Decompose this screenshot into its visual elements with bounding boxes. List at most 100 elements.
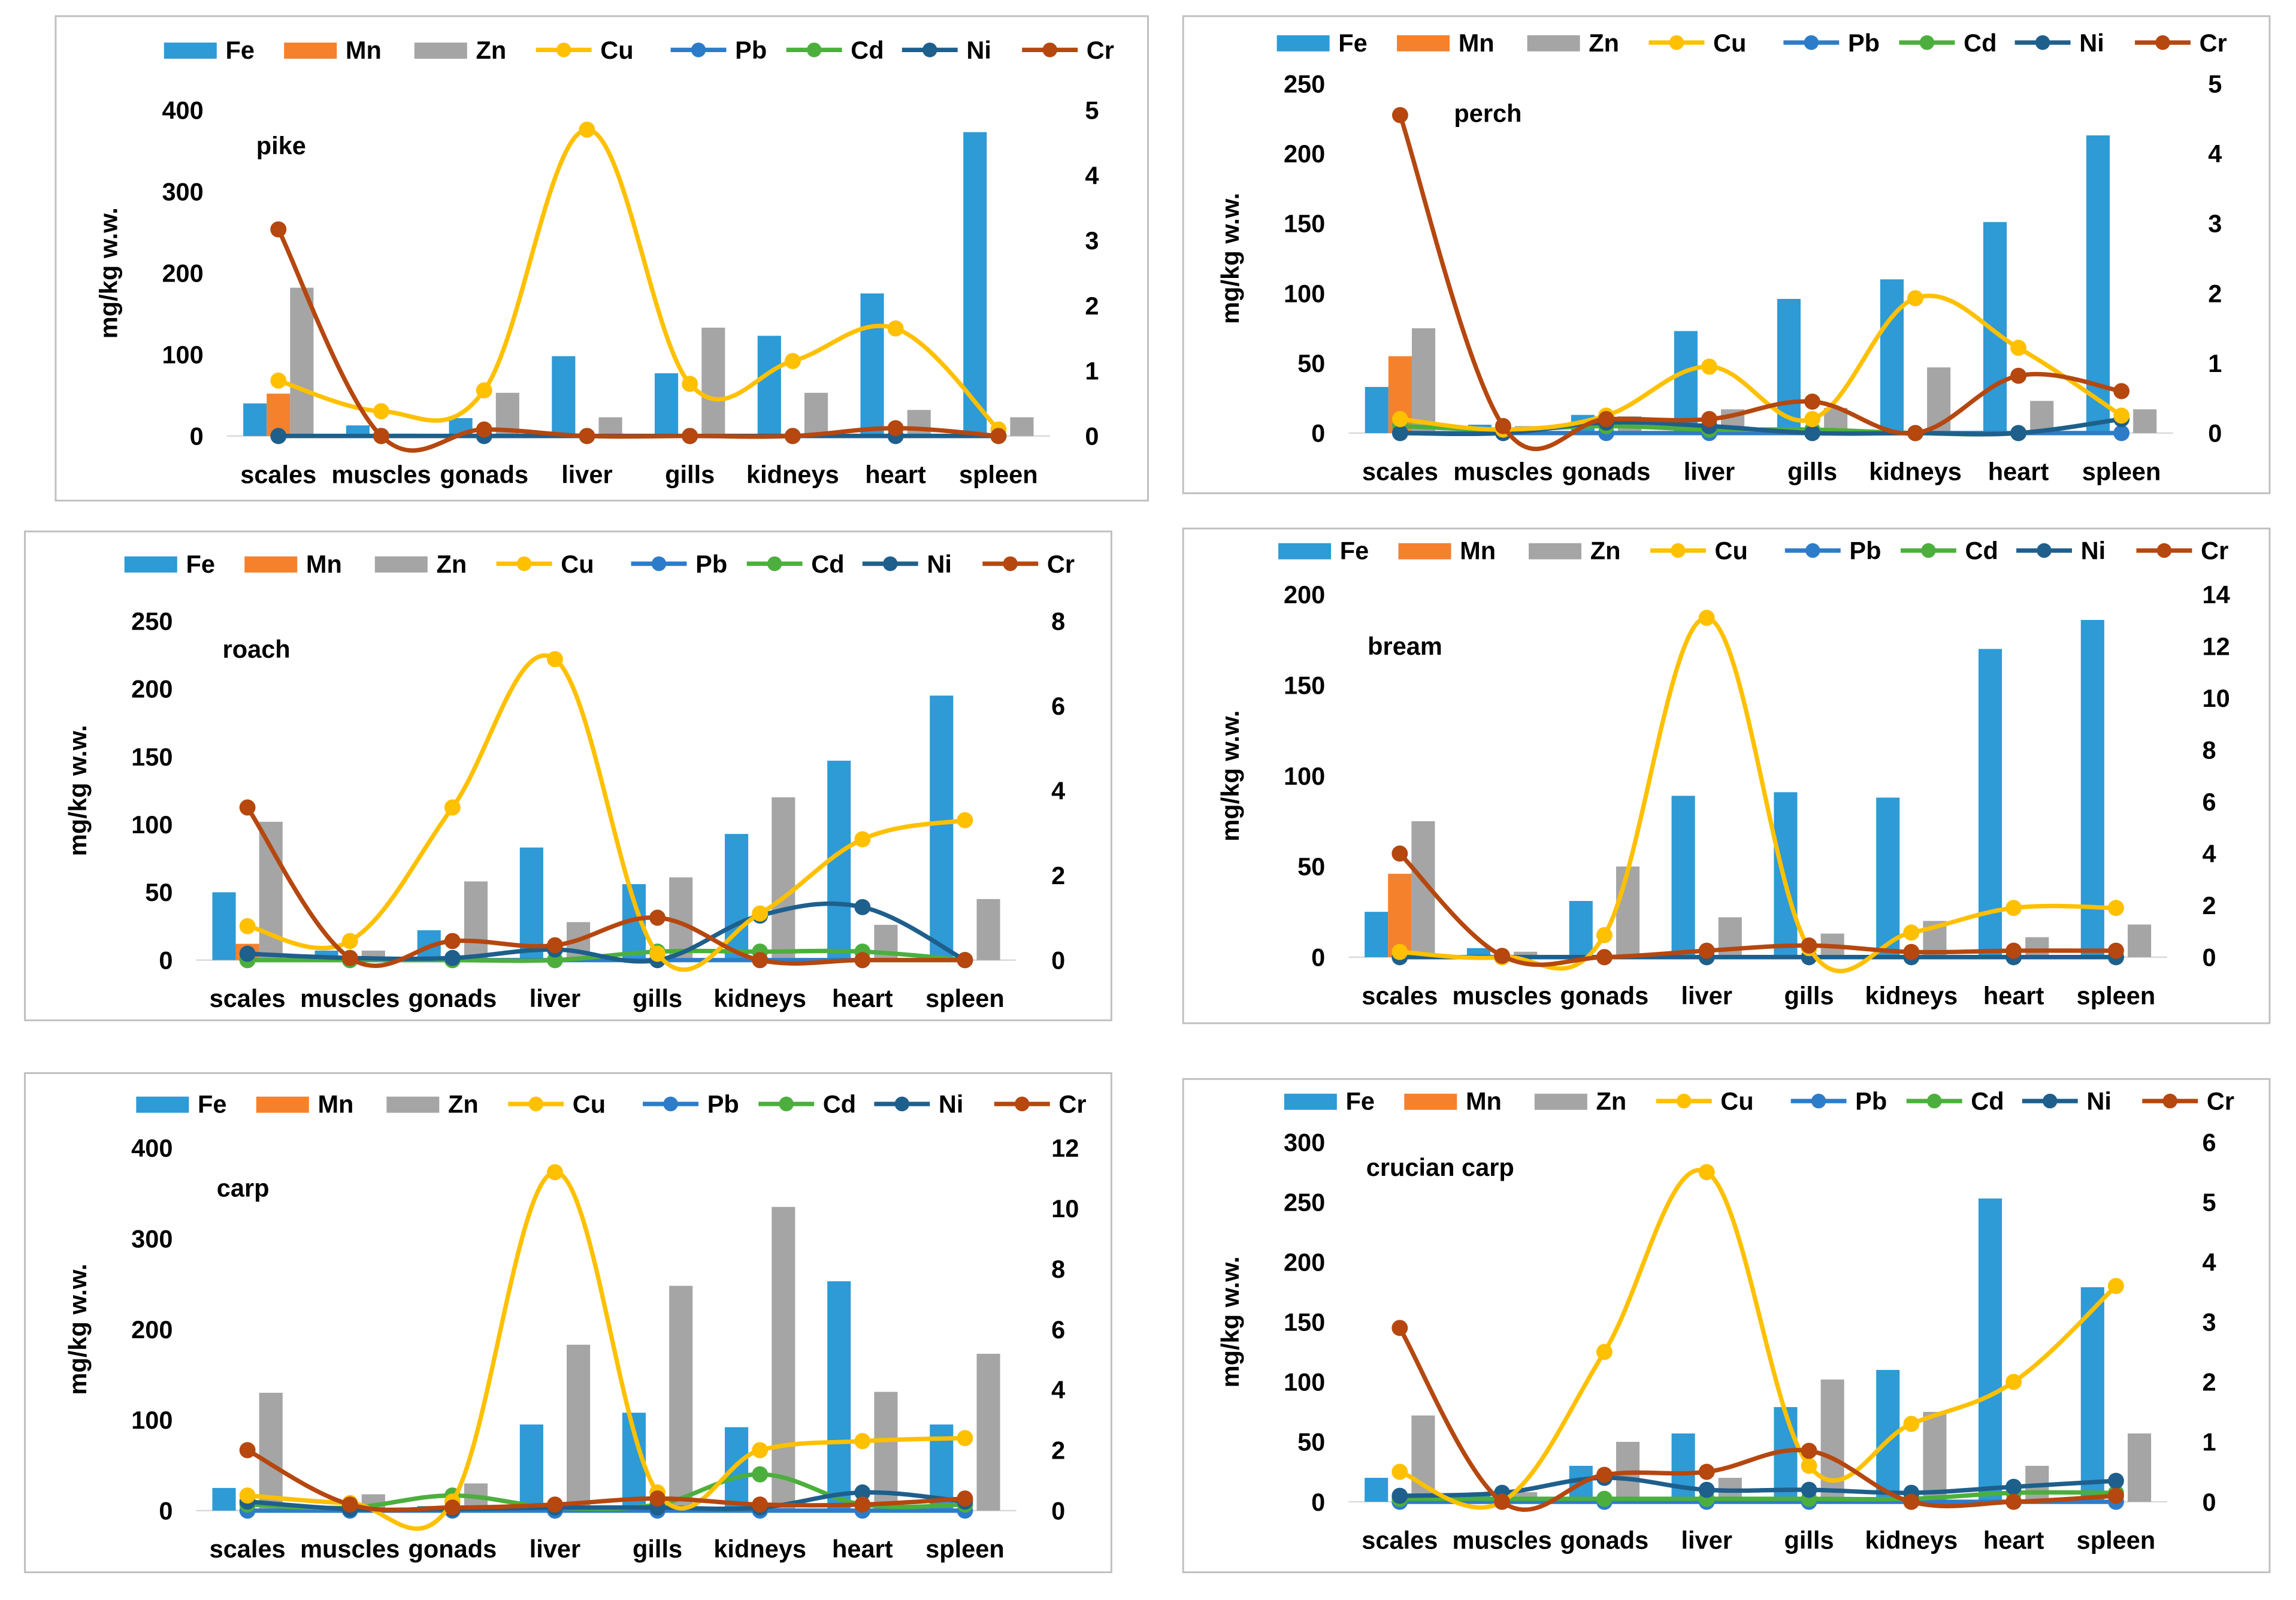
bar-Fe	[212, 1487, 236, 1511]
series-line-Ni	[1400, 416, 2122, 437]
y2-tick-label: 5	[1085, 96, 1099, 124]
point-Cu	[2108, 1278, 2124, 1294]
legend-marker-Cr	[2156, 543, 2172, 558]
point-Cu	[1907, 290, 1923, 307]
y-tick-label: 300	[162, 177, 203, 205]
point-Cr	[2108, 942, 2124, 959]
y2-tick-label: 0	[1085, 422, 1099, 450]
bar-Fe	[1671, 796, 1695, 957]
legend-swatch-Zn	[1527, 35, 1580, 52]
x-tick-label: scales	[210, 1535, 286, 1563]
y-tick-label: 250	[131, 607, 173, 635]
bar-Fe	[827, 1281, 851, 1511]
axes: 0 50 100 150 200 0 2 4 6 8 10 12 14 mg/kg w.w. scales m…	[1216, 580, 2230, 1009]
y-tick-label: 150	[1284, 672, 1325, 700]
y-tick-label: 100	[131, 1406, 173, 1434]
point-Cr	[1907, 425, 1923, 441]
x-tick-label: liver	[561, 460, 612, 488]
x-tick-label: kidneys	[1865, 1526, 1958, 1554]
y2-tick-label: 10	[2203, 684, 2230, 712]
legend-marker-Cd	[1926, 1093, 1942, 1109]
legend-marker-Pb	[691, 43, 706, 58]
bar-Fe	[757, 335, 781, 436]
x-tick-label: scales	[1362, 981, 1438, 1009]
point-Cu	[2010, 340, 2027, 356]
series-line-Cu	[247, 653, 966, 972]
y-tick-label: 200	[1284, 580, 1325, 609]
legend-marker-Cd	[806, 43, 822, 58]
chart-title: crucian carp	[1366, 1153, 1514, 1181]
point-Cu	[854, 831, 871, 848]
point-Cr	[1494, 1493, 1511, 1510]
bar-Zn	[2128, 1433, 2152, 1502]
legend-marker-Cu	[516, 556, 532, 571]
x-tick-label: heart	[832, 984, 893, 1012]
legend-swatch-Mn	[1398, 543, 1451, 559]
bar-Fe	[1774, 792, 1798, 957]
point-Cr	[239, 1442, 256, 1459]
legend-swatch-Mn	[1397, 35, 1450, 52]
point-Cr	[752, 952, 769, 969]
point-Ni	[1801, 1481, 1817, 1498]
x-tick-label: gills	[665, 460, 715, 488]
x-tick-label: scales	[240, 460, 316, 488]
point-Cu	[579, 121, 595, 138]
y-tick-label: 0	[1311, 943, 1325, 972]
legend-label-Cr: Cr	[1087, 36, 1114, 64]
x-tick-label: spleen	[2077, 1526, 2156, 1554]
x-tick-label: scales	[210, 984, 286, 1012]
legend-label-Zn: Zn	[1596, 1087, 1627, 1115]
point-Cr	[752, 1496, 769, 1513]
legend-label-Ni: Ni	[939, 1090, 964, 1118]
legend-label-Cr: Cr	[2200, 29, 2227, 57]
legend-marker-Cu	[1671, 543, 1686, 558]
bar-Fe	[1978, 1198, 2002, 1502]
point-Ni	[1391, 1487, 1408, 1504]
x-tick-label: kidneys	[1865, 981, 1958, 1009]
lines	[270, 121, 1007, 453]
series-line-Cr	[276, 228, 999, 453]
point-Cr	[2010, 367, 2027, 384]
y-tick-label: 100	[1284, 279, 1325, 307]
y2-tick-label: 14	[2203, 580, 2230, 609]
x-tick-label: liver	[530, 984, 580, 1012]
y-tick-label: 50	[1297, 1428, 1325, 1456]
bar-Zn	[907, 410, 931, 436]
y2-tick-label: 2	[2203, 1368, 2216, 1396]
point-Cr	[1391, 107, 1408, 123]
bar-Fe	[519, 847, 543, 960]
point-Cu	[649, 945, 666, 962]
legend-label-Ni: Ni	[2086, 1087, 2112, 1115]
bar-Zn	[1411, 328, 1436, 433]
bar-Fe	[655, 373, 679, 436]
x-tick-label: muscles	[1452, 1526, 1551, 1554]
legend-marker-Cr	[1003, 556, 1018, 571]
point-Cr	[1598, 411, 1614, 428]
legend-marker-Cd	[779, 1096, 794, 1112]
y-tick-label: 0	[1311, 1488, 1325, 1516]
point-Cr	[887, 420, 904, 437]
series-line-Cu	[1399, 1168, 2117, 1510]
y2-tick-label: 4	[1051, 776, 1065, 804]
legend-marker-Cu	[1669, 35, 1684, 50]
legend-label-Cu: Cu	[1720, 1087, 1753, 1115]
chart-panel-roach: Fe Mn Zn Cu Pb Cd Ni Cr 0 50 100 150 200 250 0 2 4 6 8 mg/k…	[24, 530, 1112, 1021]
legend-marker-Pb	[1811, 1093, 1826, 1109]
x-tick-label: gonads	[408, 1535, 497, 1563]
bar-Fe	[1978, 649, 2002, 957]
y2-tick-label: 4	[1085, 161, 1099, 189]
bar-Fe	[1880, 279, 1904, 433]
point-Cd	[1596, 1490, 1613, 1507]
y2-tick-label: 8	[1051, 1255, 1065, 1283]
legend-marker-Cr	[1015, 1096, 1030, 1112]
bar-Mn	[1388, 873, 1412, 957]
point-Cr	[547, 1496, 563, 1513]
series-line-Cu	[247, 1170, 966, 1531]
point-Ni	[854, 1484, 871, 1501]
bar-Fe	[552, 356, 576, 436]
point-Ni	[854, 899, 871, 915]
point-Cr	[957, 1490, 973, 1507]
lines	[1391, 609, 2124, 973]
legend-label-Cd: Cd	[811, 550, 844, 578]
